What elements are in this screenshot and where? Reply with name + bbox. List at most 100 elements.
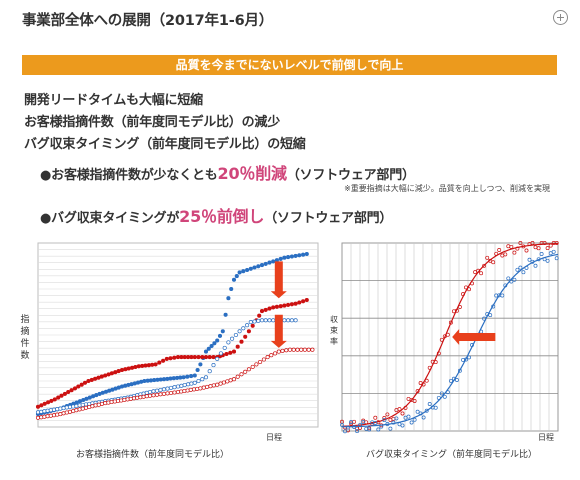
left-series-0-point xyxy=(237,270,242,275)
left-series-3-point xyxy=(144,394,149,399)
left-series-0-point xyxy=(171,376,176,381)
left-series-3-point xyxy=(276,349,281,354)
customer-issues-chart: 指摘件数 日程 xyxy=(20,242,319,442)
left-series-3-point xyxy=(269,353,274,358)
left-series-1-point xyxy=(140,363,145,368)
left-series-2-point xyxy=(252,319,257,324)
left-series-0-point xyxy=(289,254,294,259)
left-series-2-point xyxy=(77,403,82,408)
right-series-1-point xyxy=(457,368,462,373)
left-series-3-point xyxy=(287,347,293,352)
right-series-0-point xyxy=(454,308,459,313)
left-series-2-point xyxy=(182,382,187,388)
left-series-3-point xyxy=(208,384,213,389)
left-series-3-point xyxy=(185,388,190,393)
left-series-2-point xyxy=(230,336,235,341)
left-series-3-point xyxy=(55,412,60,417)
right-series-1-point xyxy=(352,425,357,429)
left-series-3-point xyxy=(51,413,57,418)
plus-circle-icon[interactable] xyxy=(553,10,568,25)
left-series-1-point xyxy=(263,307,268,312)
left-series-3-point xyxy=(239,372,244,377)
right-series-1-point xyxy=(506,276,511,281)
left-series-1-point xyxy=(103,373,108,378)
right-series-0-point xyxy=(479,271,484,276)
left-series-0-point xyxy=(293,253,298,258)
left-series-3-point xyxy=(151,393,156,398)
left-series-0-point xyxy=(195,367,200,373)
right-series-0-point xyxy=(518,241,523,245)
right-series-1-point xyxy=(524,265,529,270)
left-series-2-point xyxy=(74,403,79,409)
left-series-1-point xyxy=(175,355,181,360)
left-series-1-point xyxy=(56,395,61,400)
right-series-0-point xyxy=(488,258,493,263)
right-series-1-point xyxy=(349,420,354,424)
right-series-1-point xyxy=(500,293,505,298)
left-y-axis-label-char: 数 xyxy=(20,349,29,361)
bullet-2-accent: 25％前倒し xyxy=(179,207,265,226)
left-series-3-point xyxy=(265,355,270,360)
left-series-1-point xyxy=(153,362,158,367)
footnote: ※重要指摘は大幅に減少。品質を向上しつつ、削減を実現 xyxy=(344,184,550,193)
left-series-0-point xyxy=(217,333,223,338)
left-series-1-point xyxy=(49,398,54,403)
left-series-2-point xyxy=(55,407,60,412)
left-series-2-point xyxy=(39,409,44,414)
left-series-1-point xyxy=(136,364,141,369)
left-series-0-point xyxy=(248,266,253,271)
right-series-1-point xyxy=(340,422,344,427)
left-series-1-point xyxy=(211,355,216,360)
right-series-0-point xyxy=(436,351,441,356)
right-series-1-line xyxy=(341,253,559,428)
right-series-0-point xyxy=(427,365,432,370)
right-series-1-point xyxy=(436,395,441,400)
right-series-0-point xyxy=(382,416,387,420)
right-series-0-point xyxy=(403,405,408,410)
left-series-3-point xyxy=(228,378,233,383)
left-series-3-point xyxy=(191,387,197,392)
right-series-0-point xyxy=(473,270,478,275)
right-series-1-point xyxy=(491,304,496,309)
left-series-1-point xyxy=(79,382,84,387)
left-series-1-point xyxy=(271,305,276,310)
left-series-2-point xyxy=(237,329,242,334)
right-series-0-point xyxy=(494,251,499,256)
right-series-0-point xyxy=(418,381,423,385)
left-series-0-point xyxy=(282,255,287,260)
right-series-1-point xyxy=(400,423,405,428)
left-series-3-point xyxy=(299,347,304,352)
summary-line-1: 開発リードタイムも大幅に短縮 xyxy=(24,93,203,108)
left-series-0-point xyxy=(241,269,246,274)
left-series-0-point xyxy=(256,264,261,269)
right-series-1-point xyxy=(379,424,384,429)
left-series-0-point xyxy=(203,349,209,354)
left-series-1-point xyxy=(150,362,155,367)
left-series-1-point xyxy=(76,384,81,389)
left-series-2-point xyxy=(226,340,231,345)
left-series-2-point xyxy=(196,378,201,384)
left-series-1-point xyxy=(250,323,255,328)
left-series-3-point xyxy=(168,390,174,396)
left-series-0-point xyxy=(245,267,250,273)
right-series-1-point xyxy=(415,409,420,414)
left-series-0-point xyxy=(209,343,214,349)
left-series-2-point xyxy=(282,318,287,323)
left-series-3-point xyxy=(35,415,41,420)
left-series-3-point xyxy=(165,391,170,396)
right-series-0-point xyxy=(509,244,514,249)
left-series-3-point xyxy=(295,347,300,352)
left-series-3-point xyxy=(211,383,216,388)
right-series-1-point xyxy=(521,270,526,275)
left-series-0-point xyxy=(189,374,194,379)
left-series-1-point xyxy=(89,377,94,382)
right-series-1-point xyxy=(533,263,538,268)
left-series-0-point xyxy=(301,252,306,257)
left-series-1-point xyxy=(274,304,279,309)
left-y-axis-label-char: 指 xyxy=(20,313,29,325)
left-series-2-point xyxy=(203,375,209,380)
left-series-2-point xyxy=(245,323,250,328)
right-series-1-point xyxy=(355,429,360,434)
right-series-0-point xyxy=(548,243,553,248)
right-series-1-point xyxy=(433,405,438,410)
